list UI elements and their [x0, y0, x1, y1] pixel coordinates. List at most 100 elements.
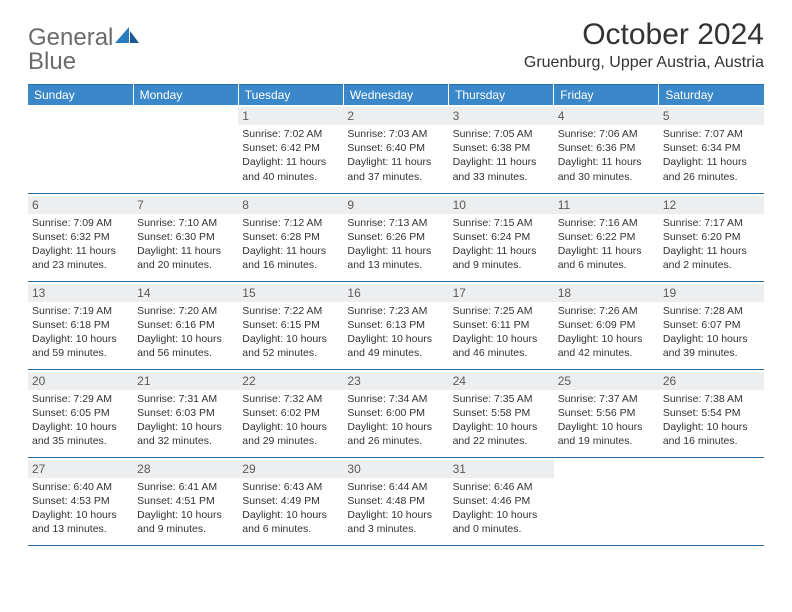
- dayhead-sunday: Sunday: [28, 85, 133, 106]
- day-details: Sunrise: 7:38 AMSunset: 5:54 PMDaylight:…: [663, 392, 760, 449]
- day-details: Sunrise: 7:06 AMSunset: 6:36 PMDaylight:…: [558, 127, 655, 184]
- day-details: Sunrise: 7:31 AMSunset: 6:03 PMDaylight:…: [137, 392, 234, 449]
- day-details: Sunrise: 7:13 AMSunset: 6:26 PMDaylight:…: [347, 216, 444, 273]
- day-cell: 12 Sunrise: 7:17 AMSunset: 6:20 PMDayligh…: [659, 193, 764, 281]
- day-number: 22: [238, 372, 343, 390]
- day-number: 31: [449, 460, 554, 478]
- location: Gruenburg, Upper Austria, Austria: [524, 54, 764, 72]
- day-cell: 18Sunrise: 7:26 AMSunset: 6:09 PMDayligh…: [554, 281, 659, 369]
- day-details: Sunrise: 7:35 AMSunset: 5:58 PMDaylight:…: [453, 392, 550, 449]
- day-cell: [133, 105, 238, 193]
- day-cell: [554, 457, 659, 545]
- day-number: 24: [449, 372, 554, 390]
- day-details: Sunrise: 7:20 AMSunset: 6:16 PMDaylight:…: [137, 304, 234, 361]
- day-details: Sunrise: 7:32 AMSunset: 6:02 PMDaylight:…: [242, 392, 339, 449]
- day-details: Sunrise: 7:22 AMSunset: 6:15 PMDaylight:…: [242, 304, 339, 361]
- day-details: Sunrise: 7:09 AMSunset: 6:32 PMDaylight:…: [32, 216, 129, 273]
- day-cell: 19Sunrise: 7:28 AMSunset: 6:07 PMDayligh…: [659, 281, 764, 369]
- day-number: 11: [554, 196, 659, 214]
- day-number: 6: [28, 196, 133, 214]
- dayhead-saturday: Saturday: [659, 85, 764, 106]
- day-cell: [28, 105, 133, 193]
- day-details: Sunrise: 7:37 AMSunset: 5:56 PMDaylight:…: [558, 392, 655, 449]
- day-number: 5: [659, 107, 764, 125]
- logo-word2: Blue: [28, 48, 76, 75]
- dayhead-wednesday: Wednesday: [343, 85, 448, 106]
- day-cell: 9 Sunrise: 7:13 AMSunset: 6:26 PMDaylight…: [343, 193, 448, 281]
- day-cell: 21 Sunrise: 7:31 AMSunset: 6:03 PMDayligh…: [133, 369, 238, 457]
- day-cell: 29 Sunrise: 6:43 AMSunset: 4:49 PMDayligh…: [238, 457, 343, 545]
- day-number: 23: [343, 372, 448, 390]
- dayhead-monday: Monday: [133, 85, 238, 106]
- logo-text: General Blue: [28, 26, 141, 74]
- day-details: Sunrise: 7:07 AMSunset: 6:34 PMDaylight:…: [663, 127, 760, 184]
- day-cell: 22 Sunrise: 7:32 AMSunset: 6:02 PMDayligh…: [238, 369, 343, 457]
- day-details: Sunrise: 7:23 AMSunset: 6:13 PMDaylight:…: [347, 304, 444, 361]
- month-title: October 2024: [524, 18, 764, 52]
- weeks-body: 1 Sunrise: 7:02 AMSunset: 6:42 PMDaylight…: [28, 105, 764, 545]
- day-cell: 4Sunrise: 7:06 AMSunset: 6:36 PMDaylight…: [554, 105, 659, 193]
- day-number: 28: [133, 460, 238, 478]
- day-details: Sunrise: 7:05 AMSunset: 6:38 PMDaylight:…: [453, 127, 550, 184]
- day-number: 1: [238, 107, 343, 125]
- dayhead-friday: Friday: [554, 85, 659, 106]
- day-number: 14: [133, 284, 238, 302]
- day-number: 29: [238, 460, 343, 478]
- day-details: Sunrise: 7:15 AMSunset: 6:24 PMDaylight:…: [453, 216, 550, 273]
- day-cell: 25Sunrise: 7:37 AMSunset: 5:56 PMDayligh…: [554, 369, 659, 457]
- day-number: 7: [133, 196, 238, 214]
- week-row: 6 Sunrise: 7:09 AMSunset: 6:32 PMDaylight…: [28, 193, 764, 281]
- day-cell: 20Sunrise: 7:29 AMSunset: 6:05 PMDayligh…: [28, 369, 133, 457]
- day-cell: 28 Sunrise: 6:41 AMSunset: 4:51 PMDayligh…: [133, 457, 238, 545]
- day-number: 2: [343, 107, 448, 125]
- day-cell: 23Sunrise: 7:34 AMSunset: 6:00 PMDayligh…: [343, 369, 448, 457]
- day-cell: 15 Sunrise: 7:22 AMSunset: 6:15 PMDayligh…: [238, 281, 343, 369]
- day-number: 26: [659, 372, 764, 390]
- day-cell: 11 Sunrise: 7:16 AMSunset: 6:22 PMDayligh…: [554, 193, 659, 281]
- day-details: Sunrise: 6:41 AMSunset: 4:51 PMDaylight:…: [137, 480, 234, 537]
- calendar-table: Sunday Monday Tuesday Wednesday Thursday…: [28, 84, 764, 546]
- day-details: Sunrise: 6:40 AMSunset: 4:53 PMDaylight:…: [32, 480, 129, 537]
- day-number: 20: [28, 372, 133, 390]
- day-number: 3: [449, 107, 554, 125]
- week-row: 13 Sunrise: 7:19 AMSunset: 6:18 PMDayligh…: [28, 281, 764, 369]
- day-details: Sunrise: 6:44 AMSunset: 4:48 PMDaylight:…: [347, 480, 444, 537]
- day-cell: 10 Sunrise: 7:15 AMSunset: 6:24 PMDayligh…: [449, 193, 554, 281]
- logo-word1: General: [28, 24, 113, 51]
- day-number: 13: [28, 284, 133, 302]
- page: General Blue October 2024 Gruenburg, Upp…: [0, 0, 792, 564]
- day-details: Sunrise: 7:16 AMSunset: 6:22 PMDaylight:…: [558, 216, 655, 273]
- dayhead-thursday: Thursday: [449, 85, 554, 106]
- day-cell: 16 Sunrise: 7:23 AMSunset: 6:13 PMDayligh…: [343, 281, 448, 369]
- day-cell: 7Sunrise: 7:10 AMSunset: 6:30 PMDaylight…: [133, 193, 238, 281]
- day-cell: 1 Sunrise: 7:02 AMSunset: 6:42 PMDaylight…: [238, 105, 343, 193]
- day-cell: 26 Sunrise: 7:38 AMSunset: 5:54 PMDayligh…: [659, 369, 764, 457]
- day-number: 21: [133, 372, 238, 390]
- day-details: Sunrise: 6:46 AMSunset: 4:46 PMDaylight:…: [453, 480, 550, 537]
- week-row: 27 Sunrise: 6:40 AMSunset: 4:53 PMDayligh…: [28, 457, 764, 545]
- logo-sail-icon: [115, 27, 141, 50]
- day-number: 19: [659, 284, 764, 302]
- day-cell: 14 Sunrise: 7:20 AMSunset: 6:16 PMDayligh…: [133, 281, 238, 369]
- day-details: Sunrise: 7:03 AMSunset: 6:40 PMDaylight:…: [347, 127, 444, 184]
- week-row: 1 Sunrise: 7:02 AMSunset: 6:42 PMDaylight…: [28, 105, 764, 193]
- day-details: Sunrise: 7:02 AMSunset: 6:42 PMDaylight:…: [242, 127, 339, 184]
- day-number: 9: [343, 196, 448, 214]
- day-cell: 24 Sunrise: 7:35 AMSunset: 5:58 PMDayligh…: [449, 369, 554, 457]
- day-number: 12: [659, 196, 764, 214]
- day-number: 10: [449, 196, 554, 214]
- day-cell: 5 Sunrise: 7:07 AMSunset: 6:34 PMDaylight…: [659, 105, 764, 193]
- day-number: 17: [449, 284, 554, 302]
- day-number: 27: [28, 460, 133, 478]
- title-block: October 2024 Gruenburg, Upper Austria, A…: [524, 18, 764, 78]
- day-number: 15: [238, 284, 343, 302]
- day-cell: 30Sunrise: 6:44 AMSunset: 4:48 PMDayligh…: [343, 457, 448, 545]
- day-details: Sunrise: 7:17 AMSunset: 6:20 PMDaylight:…: [663, 216, 760, 273]
- day-header-row: Sunday Monday Tuesday Wednesday Thursday…: [28, 85, 764, 106]
- day-details: Sunrise: 7:25 AMSunset: 6:11 PMDaylight:…: [453, 304, 550, 361]
- day-details: Sunrise: 6:43 AMSunset: 4:49 PMDaylight:…: [242, 480, 339, 537]
- day-details: Sunrise: 7:19 AMSunset: 6:18 PMDaylight:…: [32, 304, 129, 361]
- day-number: 16: [343, 284, 448, 302]
- day-number: 18: [554, 284, 659, 302]
- day-details: Sunrise: 7:12 AMSunset: 6:28 PMDaylight:…: [242, 216, 339, 273]
